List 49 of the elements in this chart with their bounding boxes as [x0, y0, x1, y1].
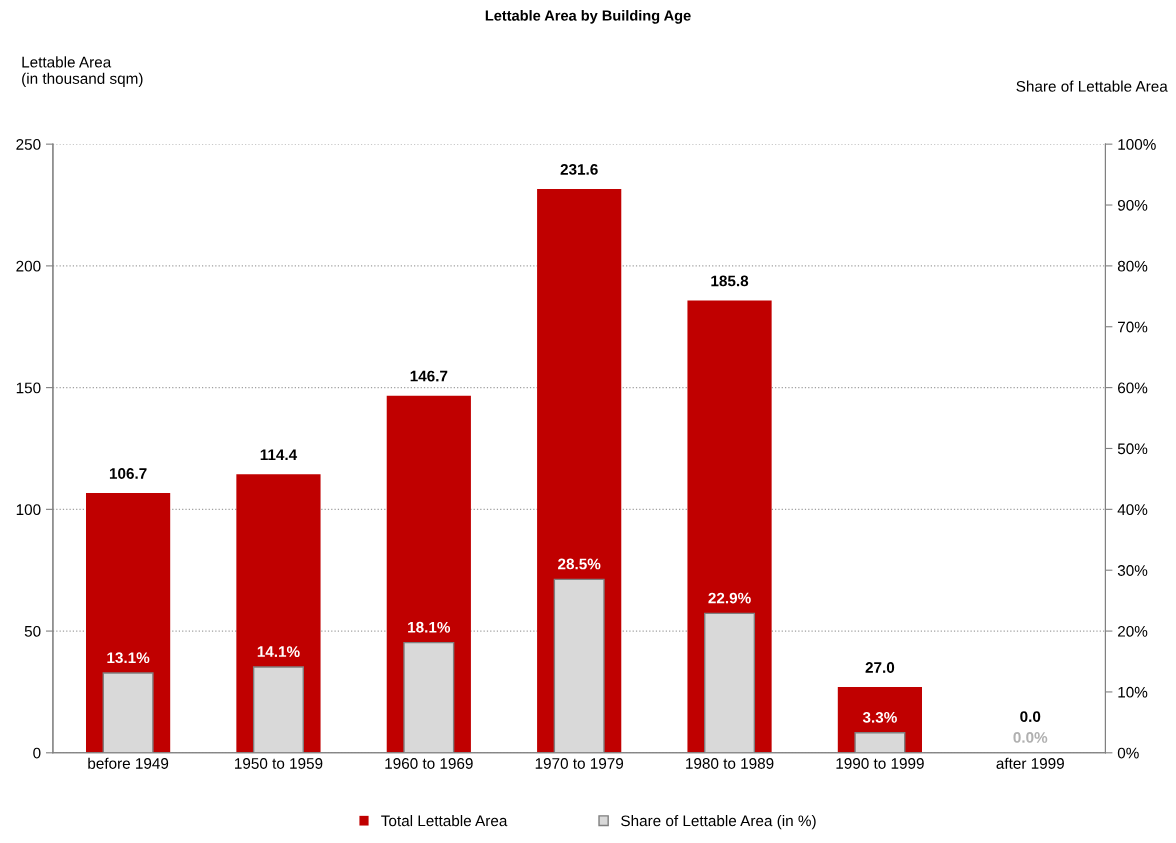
data-label: 13.1% [107, 652, 150, 664]
y-tick-label: 100 [16, 504, 41, 516]
data-label: 18.1% [408, 621, 451, 633]
y2-tick-label: 50% [1117, 443, 1148, 455]
data-label: 0.0 [1020, 711, 1041, 722]
y2-tick-label: 70% [1118, 321, 1148, 333]
data-label: 114.4 [260, 449, 298, 460]
x-tick-label: 1950 to 1959 [235, 758, 323, 769]
data-label: 28.5% [558, 558, 601, 570]
x-tick-label: before 1949 [88, 757, 169, 769]
y2-axis-title: Share of Lettable Area [1016, 80, 1168, 92]
y-tick-label: 0 [33, 747, 41, 759]
bar [102, 672, 154, 753]
y2-tick-label: 90% [1117, 199, 1148, 211]
y2-tick-label: 40% [1117, 504, 1148, 516]
data-label: 14.1% [257, 646, 300, 657]
data-label: 185.8 [711, 275, 749, 287]
y2-tick-label: 0% [1117, 747, 1139, 759]
data-label: 0.0% [1013, 732, 1048, 743]
y-axis-title: Lettable Area (in thousand sqm) [22, 56, 143, 87]
y2-tick-label: 80% [1117, 260, 1148, 272]
y2-tick-label: 10% [1118, 686, 1148, 698]
bar [403, 641, 455, 753]
data-label: 22.9% [708, 592, 751, 604]
y-tick-label: 200 [16, 260, 41, 272]
x-tick-label: 1990 to 1999 [836, 758, 924, 769]
y2-tick-label: 30% [1117, 565, 1148, 576]
legend-label: Share of Lettable Area (in %) [621, 815, 816, 830]
y2-tick-label: 60% [1118, 382, 1148, 394]
data-label: 3.3% [862, 711, 897, 723]
chart-title: Lettable Area by Building Age [485, 10, 691, 24]
bar [854, 732, 906, 753]
x-tick-label: 1980 to 1989 [686, 758, 774, 769]
y-tick-label: 250 [16, 139, 41, 150]
data-label: 106.7 [109, 468, 147, 479]
x-tick-label: after 1999 [996, 757, 1064, 769]
y2-tick-label: 100% [1118, 139, 1156, 150]
data-label: 146.7 [410, 370, 448, 382]
y-tick-label: 50 [24, 625, 41, 637]
data-label: 27.0 [865, 662, 895, 673]
y-tick-label: 150 [16, 382, 41, 394]
data-label: 231.6 [560, 164, 598, 175]
x-tick-label: 1960 to 1969 [385, 758, 473, 769]
bar [553, 578, 605, 753]
x-tick-label: 1970 to 1979 [535, 758, 624, 769]
bar [252, 666, 304, 753]
bar [704, 612, 756, 753]
legend-label: Total Lettable Area [381, 815, 508, 827]
y2-tick-label: 20% [1118, 625, 1148, 637]
